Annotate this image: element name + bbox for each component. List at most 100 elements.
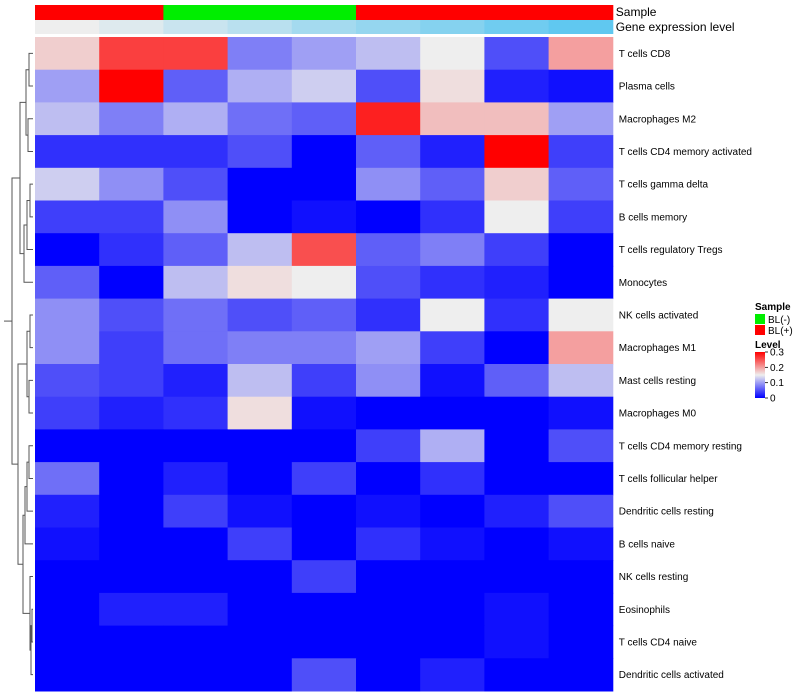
heatmap-cell [548,364,614,398]
heatmap-cell [356,233,421,267]
heatmap-cell [35,37,100,71]
heatmap-cell [484,331,550,365]
heatmap-cell [356,429,421,463]
heatmap-cell [484,298,550,332]
heatmap-cell [356,135,421,169]
heatmap-cell [356,265,421,300]
row-label: Macrophages M2 [619,114,697,125]
heatmap-cell [420,331,485,365]
heatmap-cell [484,37,550,71]
heatmap-cell [99,37,164,71]
heatmap-cell [484,102,550,136]
heatmap-cell [548,396,614,430]
heatmap-cell [548,167,614,201]
heatmap-cell [484,396,550,430]
heatmap-cell [420,462,485,496]
expression-annotation-cell [548,20,614,34]
heatmap-cell [484,200,550,234]
row-label: Macrophages M0 [619,409,697,420]
heatmap-cell [291,135,357,169]
heatmap-cell [356,592,421,627]
heatmap-cell [291,69,357,103]
heatmap-cell [291,167,357,201]
heatmap-cell [420,135,485,169]
heatmap-cell [227,462,293,496]
heatmap-cell [356,37,421,71]
expression-annotation-cell [227,20,293,34]
dendrogram-branch [26,461,33,512]
heatmap-cell [291,298,357,332]
heatmap-cell [35,462,100,496]
expression-annotation-cell [484,20,550,34]
heatmap-cell [99,527,164,561]
heatmap-cell [420,265,485,300]
heatmap-cell [99,233,164,267]
heatmap-cell [420,200,485,234]
heatmap-cell [291,494,357,528]
heatmap-cell [35,135,100,169]
sample-annotation-cell [548,5,614,20]
heatmap-cell [227,560,293,594]
expression-annotation-cell [99,20,164,34]
legend-level-tick-label: 0 [770,394,776,405]
heatmap-cell [99,167,164,201]
heatmap-cell [227,396,293,430]
row-label: T cells CD4 naive [619,637,698,648]
legend-sample-label: BL(+) [768,326,793,337]
heatmap-cell [420,102,485,136]
heatmap-cell [548,592,614,627]
heatmap-cell [227,625,293,659]
heatmap-cell [163,200,229,234]
heatmap-cell [356,462,421,496]
heatmap-cell [99,494,164,528]
legend-level-tick-label: 0.2 [770,363,784,374]
expression-annotation-cell [35,20,100,34]
heatmap-cell [35,102,100,136]
sample-annotation-cell [291,5,357,20]
heatmap-cell [356,298,421,332]
heatmap-cell [227,37,293,71]
heatmap-cell [227,102,293,136]
row-label: NK cells resting [619,572,688,583]
heatmap-cell [99,364,164,398]
row-label: Mast cells resting [619,376,696,387]
heatmap-cell [163,625,229,659]
heatmap-cell [291,364,357,398]
heatmap-cell [163,102,229,136]
heatmap-cell [548,658,614,692]
heatmap-cell [227,233,293,267]
row-label: Eosinophils [619,605,670,616]
dendrogram-branch [11,177,20,465]
heatmap-cell [99,298,164,332]
row-label: T cells regulatory Tregs [619,245,723,256]
heatmap-cell [420,298,485,332]
heatmap-cell [356,331,421,365]
heatmap-cell [99,658,164,692]
heatmap-cell [484,429,550,463]
heatmap-cell [356,69,421,103]
heatmap-cell [163,462,229,496]
sample-annotation-cell [356,5,421,20]
heatmap-cell [548,233,614,267]
heatmap-cell [163,233,229,267]
heatmap-cell [548,298,614,332]
heatmap-cell [163,658,229,692]
heatmap-cell [227,167,293,201]
heatmap-cell [548,102,614,136]
heatmap-cell [35,494,100,528]
heatmap-cell [548,135,614,169]
heatmap-cell [420,494,485,528]
sample-annotation-cell [99,5,164,20]
heatmap-cell [548,331,614,365]
sample-annotation-cell [420,5,485,20]
dendrogram-branch [27,118,33,152]
heatmap-cell [420,396,485,430]
heatmap-cell [548,560,614,594]
heatmap-cell [356,200,421,234]
heatmap-cell [420,625,485,659]
heatmap-cell [484,560,550,594]
annotation-track-label: Sample [616,5,657,19]
row-dendrogram [4,52,33,676]
heatmap-cell [163,298,229,332]
